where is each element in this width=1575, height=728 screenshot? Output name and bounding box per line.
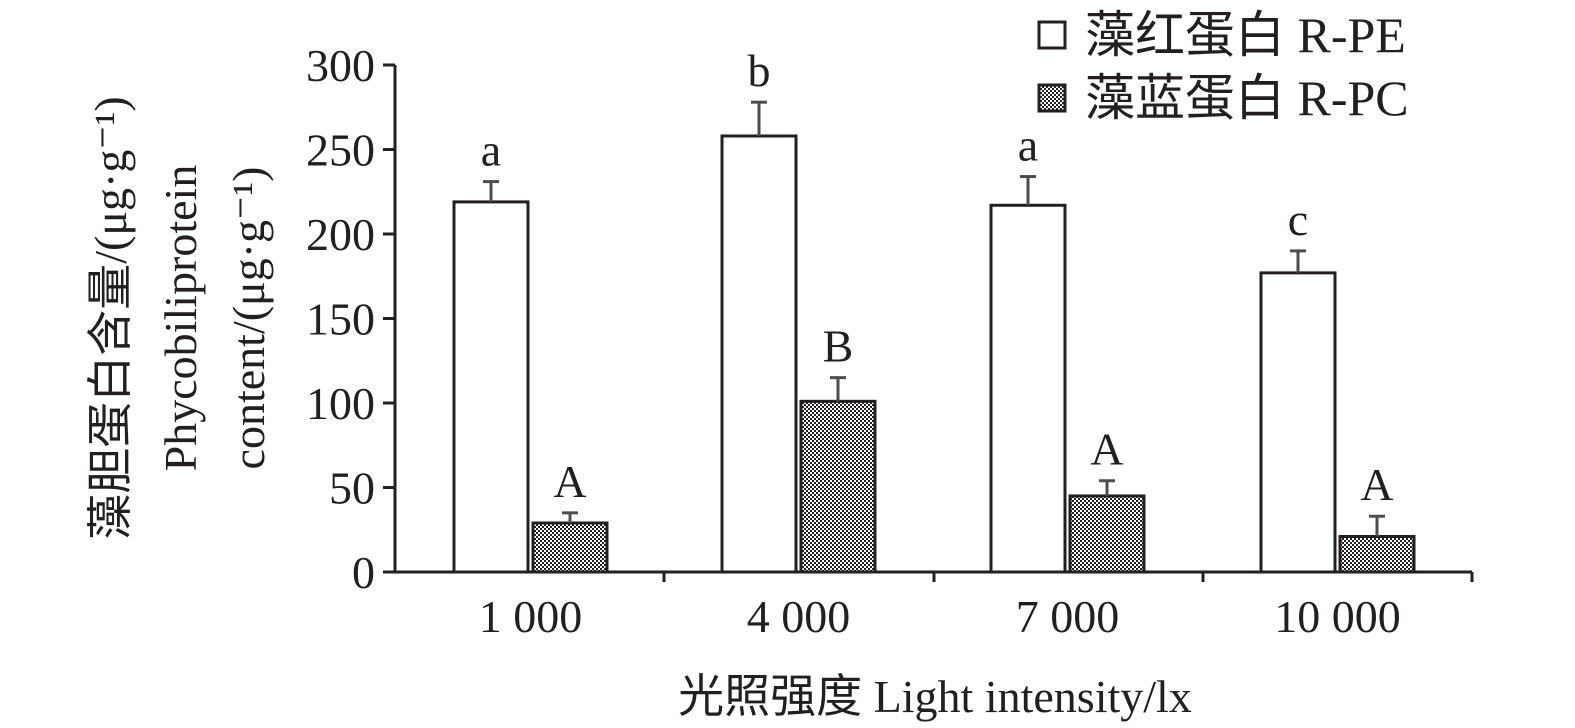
significance-letter: c (1288, 194, 1308, 245)
legend: 藻红蛋白 R-PE 藻蓝蛋白 R-PC (1037, 7, 1409, 126)
y-axis-title-line1: 藻胆蛋白含量/(μg·g⁻¹) (85, 96, 136, 539)
plot-area: 0 50 100 150 200 250 300 a A 1 000 b B 4 000 a A 7 000 c… (306, 40, 1474, 642)
significance-letter: a (481, 125, 501, 176)
bar-r-pe (1259, 271, 1337, 574)
significance-letter: b (748, 45, 771, 96)
legend-swatch-r-pc (1037, 83, 1067, 113)
y-tick-label: 50 (329, 463, 375, 514)
significance-letter: A (1090, 424, 1123, 475)
x-tick-label: 4 000 (747, 591, 851, 642)
y-tick-label: 250 (306, 125, 375, 176)
significance-letter: A (1360, 459, 1393, 510)
y-tick-label: 150 (306, 294, 375, 345)
significance-letter: A (553, 456, 586, 507)
y-axis-title-line3: content/(μg·g⁻¹) (223, 167, 274, 470)
bar-r-pc (1338, 535, 1416, 574)
x-axis-title: 光照强度 Light intensity/lx (678, 671, 1192, 722)
y-axis-title: 藻胆蛋白含量/(μg·g⁻¹) Phycobiliprotein content… (85, 96, 274, 539)
y-tick-label: 200 (306, 209, 375, 260)
y-tick-label: 300 (306, 40, 375, 91)
y-tick-label: 100 (306, 378, 375, 429)
significance-letter: a (1018, 120, 1038, 171)
y-axis-title-line2: Phycobiliprotein (155, 165, 206, 472)
bar-r-pe (989, 203, 1067, 574)
bar-r-pc (799, 399, 877, 574)
legend-swatch-r-pe (1037, 20, 1067, 50)
bar-r-pe (452, 200, 530, 574)
legend-label-r-pc: 藻蓝蛋白 R-PC (1085, 70, 1409, 126)
y-tick-label: 0 (352, 547, 375, 598)
bar-r-pc (531, 521, 609, 574)
x-tick-label: 1 000 (479, 591, 583, 642)
legend-label-r-pe: 藻红蛋白 R-PE (1085, 7, 1406, 63)
x-tick-label: 7 000 (1016, 591, 1120, 642)
significance-letter: B (823, 321, 854, 372)
x-tick-label: 10 000 (1274, 591, 1401, 642)
bar-r-pe (720, 134, 798, 574)
bar-r-pc (1068, 494, 1146, 574)
